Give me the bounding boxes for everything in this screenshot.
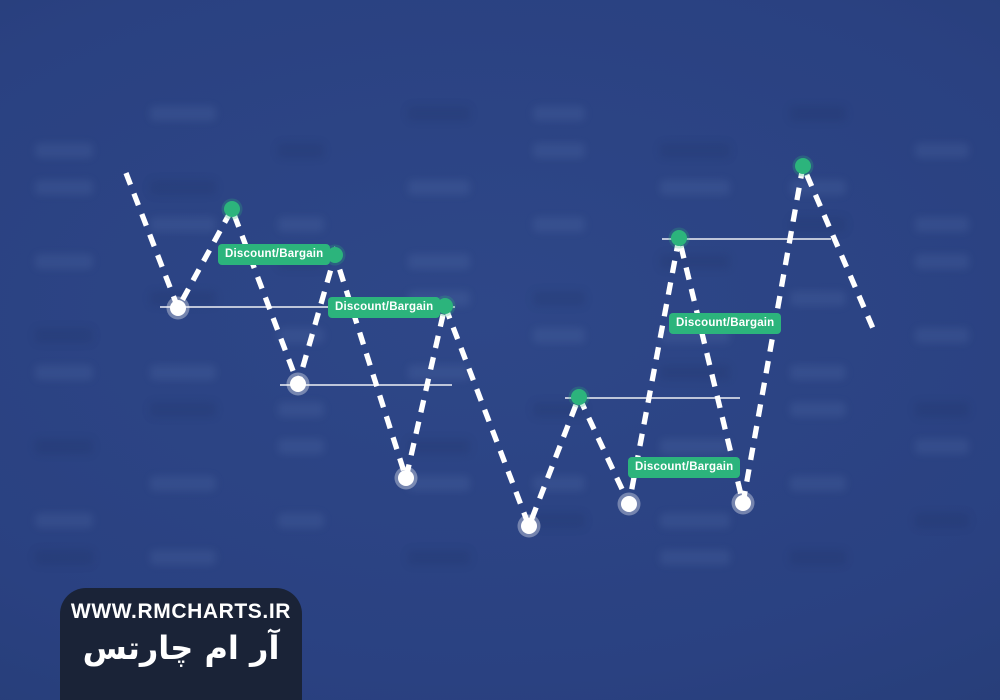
swing-high-dot xyxy=(224,201,240,217)
discount-bargain-label: Discount/Bargain xyxy=(669,313,782,334)
swing-low-dot xyxy=(290,376,306,392)
discount-bargain-label: Discount/Bargain xyxy=(218,244,331,265)
swing-low-dot xyxy=(398,470,414,486)
swing-high-dot xyxy=(571,389,587,405)
brand-footer: WWW.RMCHARTS.IR آر ام چارتس xyxy=(60,588,302,700)
swing-high-dot xyxy=(671,230,687,246)
swing-low-dot xyxy=(170,300,186,316)
swing-high-dot xyxy=(795,158,811,174)
swing-low-dot xyxy=(521,518,537,534)
website-url: WWW.RMCHARTS.IR xyxy=(70,600,292,623)
discount-bargain-label: Discount/Bargain xyxy=(628,457,741,478)
brand-name-persian: آر ام چارتس xyxy=(82,629,280,668)
swing-high-dot xyxy=(327,247,343,263)
discount-bargain-label: Discount/Bargain xyxy=(328,297,441,318)
swing-low-dot xyxy=(735,495,751,511)
swing-high-dot xyxy=(437,298,453,314)
swing-low-dot xyxy=(621,496,637,512)
zigzag-dashed-path xyxy=(123,156,878,534)
